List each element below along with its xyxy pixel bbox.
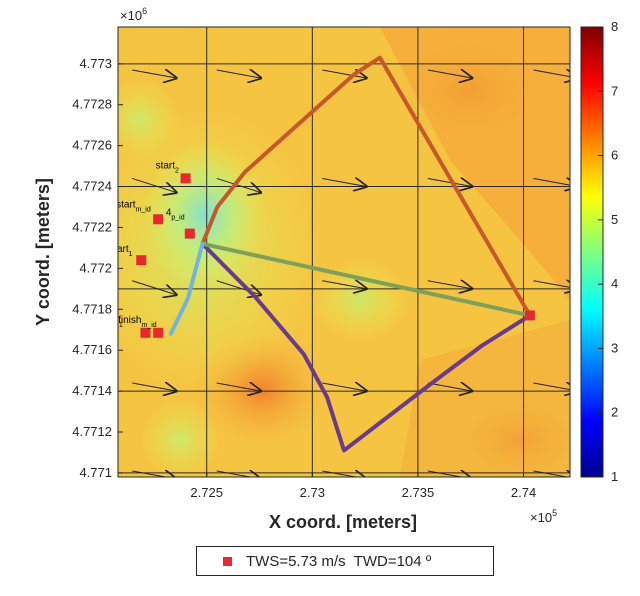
colorbar-tick-label: 6	[611, 148, 618, 163]
legend-marker	[223, 556, 232, 566]
y-axis-title: Y coord. [meters]	[33, 178, 53, 326]
plot-area: start2 startm_id start1 4p_id finishm_idfini…	[95, 27, 578, 477]
y-tick-label: 4.772	[79, 260, 112, 275]
wind-arrow	[427, 471, 472, 477]
wind-arrow	[533, 281, 570, 289]
heatmap-region-cool	[310, 260, 410, 340]
waypoint-marker	[184, 228, 195, 239]
waypoint-label: start1	[109, 244, 132, 258]
colorbar-gradient	[580, 26, 604, 478]
y-tick-label: 4.771	[79, 465, 112, 480]
wind-arrow	[427, 383, 472, 391]
heatmap-region-cool	[118, 80, 180, 160]
wind-arrow	[322, 281, 366, 289]
plot-frame	[117, 26, 571, 478]
wind-arrow	[216, 383, 261, 391]
wind-arrow	[533, 471, 578, 477]
y-tick-label: 4.773	[79, 56, 112, 71]
colorbar-tick-label: 7	[611, 83, 618, 98]
wind-arrow	[322, 178, 366, 186]
grid-lines	[118, 27, 570, 477]
colorbar-tick-label: 5	[611, 212, 618, 227]
legend: TWS=5.73 m/s TWD=104 º	[196, 546, 494, 576]
wind-arrow	[427, 178, 472, 186]
wind-arrow	[533, 70, 570, 78]
heatmap-region-warm	[390, 30, 550, 150]
wind-arrow	[132, 70, 176, 78]
x-tick-label: 2.735	[402, 485, 435, 500]
wind-arrow	[322, 471, 366, 477]
waypoint-marker	[153, 214, 164, 225]
wind-arrow	[427, 281, 472, 289]
wind-arrow	[427, 70, 472, 78]
wind-arrow	[132, 383, 176, 391]
waypoint-marker	[180, 173, 191, 184]
colorbar	[580, 26, 604, 478]
wind-arrows	[132, 70, 578, 477]
waypoint-marker	[153, 327, 164, 338]
y-tick-label: 4.7716	[72, 342, 112, 357]
waypoint-label: finishm_id	[118, 315, 157, 329]
y-tick-label: 4.7714	[72, 383, 112, 398]
route-line	[200, 241, 532, 318]
x-tick-label: 2.725	[190, 485, 223, 500]
wind-arrow	[216, 177, 261, 192]
legend-label: TWS=5.73 m/s TWD=104 º	[246, 552, 432, 570]
y-tick-label: 4.7724	[72, 179, 112, 194]
waypoint-label: 4p_id	[166, 208, 185, 222]
y-tick-label: 4.7712	[72, 424, 112, 439]
wind-arrow	[216, 70, 261, 78]
wind-arrow	[132, 280, 176, 295]
waypoint-marker	[524, 310, 535, 321]
waypoint-marker	[140, 327, 151, 338]
wind-arrow	[533, 383, 570, 391]
y-tick-label: 4.7718	[72, 301, 112, 316]
colorbar-tick-label: 3	[611, 340, 618, 355]
waypoint-label: finish1	[95, 315, 122, 329]
x-axis-title: X coord. [meters]	[269, 512, 417, 532]
routes	[168, 55, 532, 453]
x-tick-label: 2.73	[300, 485, 325, 500]
heatmap-region-warm	[460, 400, 570, 477]
wind-arrow	[322, 70, 366, 78]
colorbar-ticks: 1 2 3 4 5 6 7 8	[598, 19, 618, 484]
annotations: start2 startm_id start1 4p_id finishm_idfini…	[95, 160, 185, 329]
y-tick-label: 4.7728	[72, 97, 112, 112]
heatmap-region-cool	[140, 400, 220, 477]
y-axis: 4.771 4.7712 4.7714 4.7716 4.7718 4.772 4.7722…	[72, 56, 123, 480]
x-tick-label: 2.74	[511, 485, 536, 500]
colorbar-tick-label: 1	[611, 469, 618, 484]
markers	[136, 173, 535, 338]
y-tick-label: 4.7722	[72, 219, 112, 234]
route-line	[200, 55, 532, 318]
wind-arrow	[533, 178, 570, 186]
wind-arrow	[132, 471, 176, 477]
colorbar-tick-label: 2	[611, 405, 618, 420]
wind-arrow	[132, 177, 176, 192]
route-line	[168, 241, 205, 336]
waypoint-label: startm_id	[116, 199, 151, 213]
waypoint-label: start2	[156, 160, 179, 174]
wind-arrow	[216, 471, 261, 477]
x-exponent-label: ×105	[530, 508, 557, 525]
waypoint-marker	[136, 255, 147, 266]
colorbar-tick-label: 8	[611, 19, 618, 34]
y-exponent-label: ×106	[120, 6, 147, 23]
x-axis: 2.725 2.73 2.735 2.74	[190, 472, 536, 500]
wind-arrow	[322, 383, 366, 391]
y-tick-label: 4.7726	[72, 138, 112, 153]
colorbar-tick-label: 4	[611, 276, 618, 291]
route-line	[200, 241, 532, 453]
